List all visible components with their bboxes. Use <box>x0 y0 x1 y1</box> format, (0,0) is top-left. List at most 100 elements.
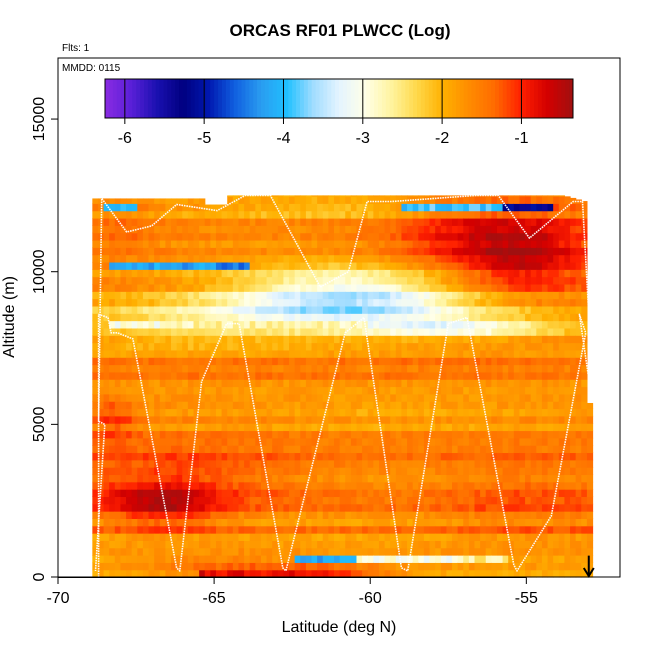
heat-cell <box>328 269 335 278</box>
heat-cell <box>446 269 453 278</box>
heat-cell <box>171 357 178 366</box>
heat-cell <box>474 232 481 241</box>
heat-cell <box>412 430 419 439</box>
heat-cell <box>362 562 369 571</box>
heat-cell <box>97 313 105 322</box>
heat-cell <box>109 327 116 336</box>
heat-cell <box>378 555 386 563</box>
heat-cell <box>176 525 183 534</box>
heat-cell <box>457 269 464 278</box>
heat-cell <box>283 474 290 483</box>
heat-cell <box>384 518 391 527</box>
heat-cell <box>182 379 189 388</box>
heat-cell <box>289 474 296 483</box>
heat-cell <box>513 547 521 556</box>
heat-cell <box>154 298 161 307</box>
heat-cell <box>249 342 256 351</box>
heat-cell <box>103 364 110 373</box>
heat-cell <box>502 467 509 476</box>
heat-cell <box>260 357 268 366</box>
heat-cell <box>97 261 105 270</box>
heat-cell <box>328 254 335 263</box>
heat-cell <box>294 533 301 541</box>
heat-cell <box>114 364 122 373</box>
heat-cell <box>418 269 425 278</box>
heat-cell <box>519 335 526 344</box>
heat-cell <box>446 298 453 307</box>
heat-cell <box>260 401 268 410</box>
heat-cell <box>227 335 234 344</box>
heat-cell <box>519 511 526 519</box>
heat-cell <box>547 423 554 432</box>
heat-cell <box>182 225 189 234</box>
heat-cell <box>367 547 374 556</box>
y-tick-label: 0 <box>31 572 48 581</box>
heat-cell <box>171 445 178 454</box>
heat-cell <box>283 269 290 278</box>
heat-cell <box>238 283 245 292</box>
heat-cell <box>401 415 408 424</box>
heat-cell <box>530 349 537 358</box>
heat-cell <box>530 533 537 541</box>
heat-cell <box>277 269 285 278</box>
heat-cell <box>328 540 335 549</box>
heat-cell <box>204 247 211 256</box>
heat-cell <box>508 276 515 285</box>
heat-cell <box>350 525 358 534</box>
heat-cell <box>294 203 301 212</box>
heat-cell <box>463 452 470 461</box>
heat-cell <box>137 437 144 446</box>
heat-cell <box>244 335 251 344</box>
heat-cell <box>227 467 234 476</box>
heat-cell <box>272 298 279 307</box>
heat-cell <box>165 459 172 468</box>
heat-cell <box>519 320 526 329</box>
heat-cell <box>244 247 251 256</box>
heat-cell <box>244 225 251 234</box>
heat-cell <box>480 511 487 519</box>
colorbar-swatch <box>502 79 508 118</box>
colorbar-swatch <box>222 79 227 118</box>
heat-cell <box>97 393 105 402</box>
heat-cell <box>215 445 223 454</box>
heat-cell <box>508 437 515 446</box>
heat-cell <box>373 423 380 432</box>
heat-cell <box>227 415 234 424</box>
heat-cell <box>227 511 234 519</box>
heat-cell <box>581 511 588 519</box>
heat-cell <box>182 459 189 468</box>
heat-cell <box>429 533 436 541</box>
colorbar-swatch <box>569 79 574 118</box>
heat-cell <box>114 467 122 476</box>
heat-cell <box>165 408 172 417</box>
heat-cell <box>429 459 436 468</box>
heat-cell <box>272 305 279 314</box>
heat-cell <box>401 386 408 395</box>
heat-cell <box>373 232 380 241</box>
heat-cell <box>345 430 352 439</box>
heat-cell <box>457 357 464 366</box>
heat-cell <box>277 298 285 307</box>
heat-cell <box>187 511 195 519</box>
heat-cell <box>541 327 549 336</box>
heat-cell <box>328 210 335 219</box>
heat-cell <box>463 525 470 534</box>
heat-cell <box>232 225 240 234</box>
heat-cell <box>457 232 464 241</box>
heat-cell <box>126 386 133 395</box>
heat-cell <box>452 533 459 541</box>
heat-cell <box>272 547 279 556</box>
heat-cell <box>401 357 408 366</box>
heat-cell <box>541 445 549 454</box>
heat-cell <box>345 445 352 454</box>
heat-cell <box>204 254 211 263</box>
heat-cell <box>536 342 543 351</box>
heat-cell <box>92 283 99 292</box>
heat-cell <box>525 430 532 439</box>
heat-cell <box>148 562 155 571</box>
heat-cell <box>277 445 285 454</box>
heat-cell <box>525 569 532 578</box>
heat-cell <box>339 371 346 380</box>
heat-cell <box>283 459 290 468</box>
heat-cell <box>452 423 459 432</box>
